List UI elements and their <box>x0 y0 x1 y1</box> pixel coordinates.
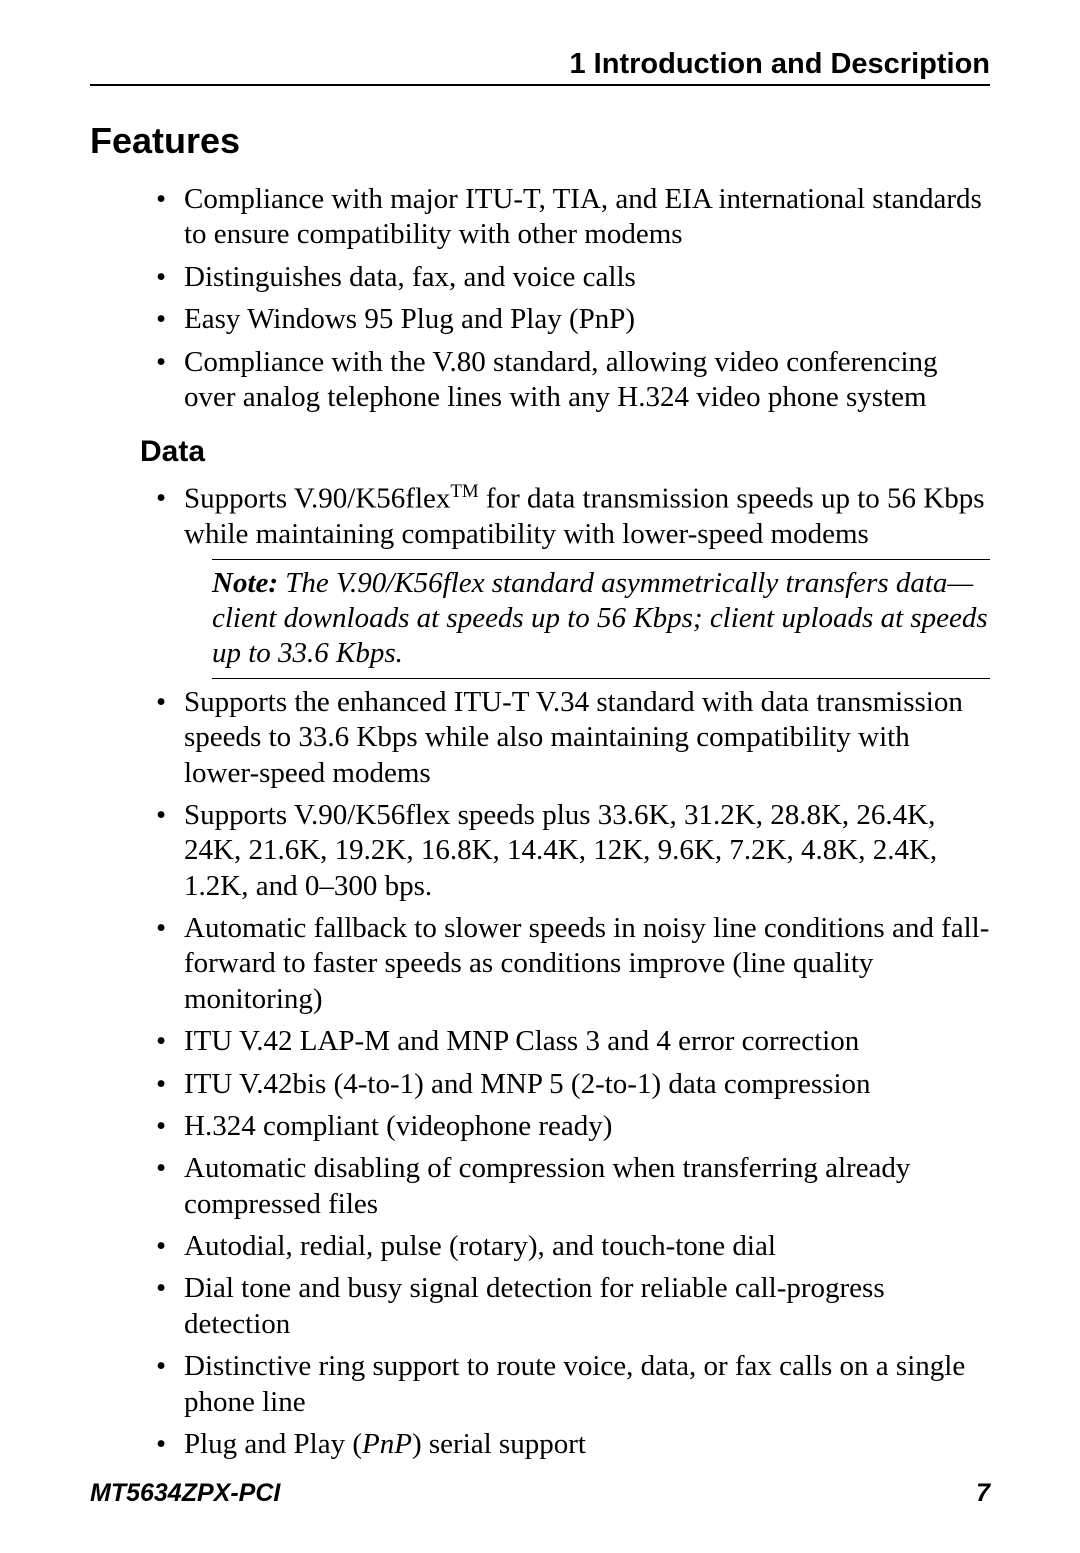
data-list: Supports V.90/K56flexTM for data transmi… <box>156 481 990 1462</box>
italic-text: PnP <box>362 1428 412 1460</box>
note-label: Note: <box>212 567 278 599</box>
section-title: Features <box>90 120 990 162</box>
page-footer: MT5634ZPX-PCI 7 <box>90 1479 990 1508</box>
list-item: Autodial, redial, pulse (rotary), and to… <box>156 1229 990 1264</box>
trademark-superscript: TM <box>450 481 478 502</box>
list-item: Distinctive ring support to route voice,… <box>156 1349 990 1420</box>
list-item: Compliance with the V.80 standard, allow… <box>156 345 990 416</box>
list-item: ITU V.42bis (4-to-1) and MNP 5 (2-to-1) … <box>156 1067 990 1102</box>
list-item: Plug and Play (PnP) serial support <box>156 1427 990 1462</box>
footer-page-number: 7 <box>976 1479 990 1508</box>
list-item: Supports the enhanced ITU-T V.34 standar… <box>156 685 990 791</box>
chapter-header: 1 Introduction and Description <box>90 48 990 86</box>
list-item: Supports V.90/K56flex speeds plus 33.6K,… <box>156 798 990 904</box>
list-item: Automatic fallback to slower speeds in n… <box>156 911 990 1017</box>
list-item: Distinguishes data, fax, and voice calls <box>156 260 990 295</box>
list-item: Easy Windows 95 Plug and Play (PnP) <box>156 302 990 337</box>
list-item: Automatic disabling of compression when … <box>156 1151 990 1222</box>
features-list: Compliance with major ITU-T, TIA, and EI… <box>156 182 990 415</box>
list-item: Dial tone and busy signal detection for … <box>156 1271 990 1342</box>
list-item: Supports V.90/K56flexTM for data transmi… <box>156 481 990 679</box>
text-fragment: ) serial support <box>412 1428 586 1460</box>
note-text: The V.90/K56flex standard asymmetrically… <box>212 567 988 670</box>
list-item: ITU V.42 LAP-M and MNP Class 3 and 4 err… <box>156 1024 990 1059</box>
text-fragment: Supports V.90/K56flex <box>184 483 450 515</box>
note-box: Note: The V.90/K56flex standard asymmetr… <box>212 559 990 679</box>
footer-model: MT5634ZPX-PCI <box>90 1479 280 1508</box>
list-item: H.324 compliant (videophone ready) <box>156 1109 990 1144</box>
list-item: Compliance with major ITU-T, TIA, and EI… <box>156 182 990 253</box>
text-fragment: Plug and Play ( <box>184 1428 362 1460</box>
subsection-title: Data <box>140 435 990 469</box>
